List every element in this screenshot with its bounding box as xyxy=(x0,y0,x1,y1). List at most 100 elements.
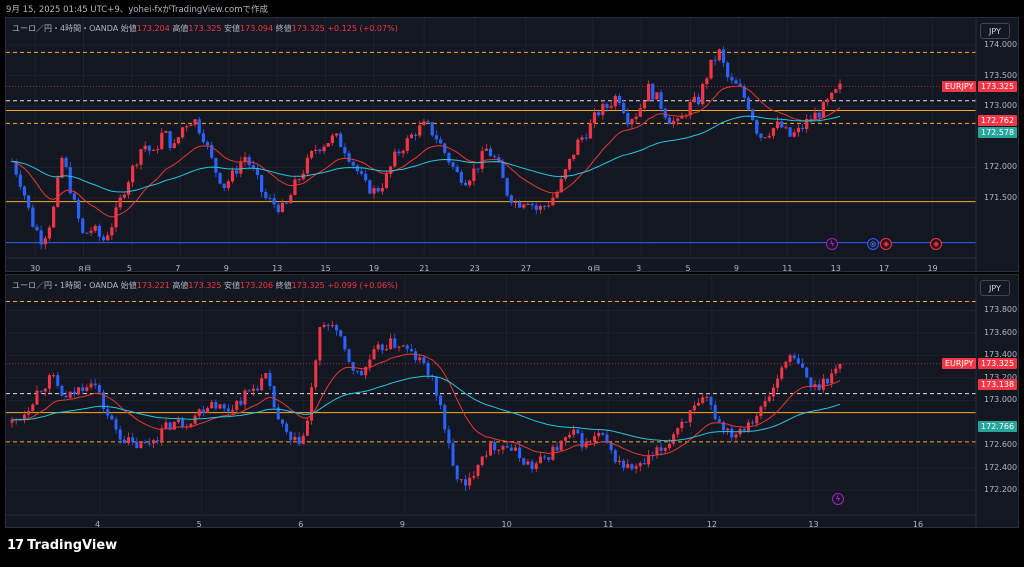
candle-body xyxy=(767,396,771,402)
candle-body xyxy=(801,363,805,368)
flag-event-icon[interactable]: ◉ xyxy=(880,238,892,250)
candle xyxy=(68,391,72,400)
candle-body xyxy=(547,457,551,460)
candle-body xyxy=(547,205,551,207)
candle xyxy=(60,384,64,397)
candle xyxy=(118,194,122,211)
candle-body xyxy=(701,397,705,403)
candle xyxy=(231,404,235,415)
candle-body xyxy=(800,127,805,129)
candle-body xyxy=(18,174,22,187)
candle-body xyxy=(534,463,538,469)
candle-body xyxy=(93,225,97,231)
candle xyxy=(114,202,118,232)
flag-event-icon[interactable]: ◉ xyxy=(930,238,942,250)
price-chart-4h[interactable] xyxy=(6,18,1019,272)
candle-body xyxy=(268,198,272,200)
candle xyxy=(688,410,692,427)
candle-body xyxy=(464,479,468,486)
candle-body xyxy=(39,390,43,392)
candle xyxy=(567,158,572,172)
candle-body xyxy=(726,428,730,431)
candle-body xyxy=(164,131,168,133)
chart-panel-4h[interactable]: ユーロ／円・4時間・OANDA 始値173.204 高値173.325 安値17… xyxy=(5,17,1019,272)
candle-body xyxy=(426,121,430,123)
candle xyxy=(201,405,205,417)
candle xyxy=(222,402,226,413)
candle-body xyxy=(297,436,301,445)
candle xyxy=(226,404,230,416)
currency-button[interactable]: JPY xyxy=(980,280,1010,296)
candle-body xyxy=(555,192,559,198)
candle xyxy=(293,432,297,443)
candle xyxy=(339,131,343,148)
candle-body xyxy=(721,422,725,431)
economic-event-icon[interactable]: ◎ xyxy=(867,238,879,250)
candle-body xyxy=(322,324,326,327)
price-tick-label: 173.500 xyxy=(984,70,1018,80)
open-value: 173.204 xyxy=(136,24,170,33)
candle-body xyxy=(709,59,713,79)
price-tag: 173.325 xyxy=(978,358,1018,370)
candle-body xyxy=(476,464,480,477)
candle xyxy=(734,432,738,442)
candle xyxy=(676,426,680,439)
price-tick-label: 174.000 xyxy=(984,40,1018,50)
candle-body xyxy=(181,419,185,428)
candle xyxy=(135,437,139,449)
candle-body xyxy=(776,378,780,388)
candle-body xyxy=(413,134,418,136)
candle xyxy=(389,165,393,178)
low-value: 173.094 xyxy=(240,24,274,33)
candle-body xyxy=(318,326,322,361)
candle xyxy=(160,128,164,151)
candle xyxy=(825,97,830,106)
candle xyxy=(576,137,580,155)
candle xyxy=(513,199,518,208)
price-chart-1h[interactable] xyxy=(6,275,1019,528)
candle xyxy=(555,441,559,453)
candle xyxy=(751,419,755,426)
symbol-tag: EURJPY xyxy=(942,80,977,92)
candle xyxy=(380,183,384,195)
candle-body xyxy=(642,101,647,109)
time-tick-label: 19 xyxy=(368,264,380,272)
candle-body xyxy=(638,108,642,117)
candle xyxy=(301,169,305,181)
candle-body xyxy=(472,476,476,478)
news-bolt-icon[interactable]: ϟ xyxy=(832,493,844,505)
candle xyxy=(534,461,538,473)
candle xyxy=(35,385,39,405)
candle xyxy=(343,336,347,352)
candle-body xyxy=(393,338,397,348)
candle xyxy=(451,438,455,467)
chart-panel-1h[interactable]: ユーロ／円・1時間・OANDA 始値173.221 高値173.325 安値17… xyxy=(5,274,1019,528)
candle-body xyxy=(60,157,64,178)
candle-body xyxy=(106,235,110,241)
candle xyxy=(522,203,526,210)
candle xyxy=(255,385,259,392)
candle xyxy=(239,156,243,178)
candle-body xyxy=(642,463,646,465)
candle xyxy=(372,345,376,360)
candle-body xyxy=(688,410,692,423)
candle xyxy=(622,458,626,472)
candle xyxy=(626,108,630,128)
candle xyxy=(459,479,463,484)
currency-button[interactable]: JPY xyxy=(980,23,1010,39)
candle-body xyxy=(567,158,572,170)
candle xyxy=(472,470,476,481)
candle-body xyxy=(771,128,776,136)
candle-body xyxy=(231,409,235,412)
candle xyxy=(39,225,43,250)
candle-body xyxy=(418,125,422,136)
candle xyxy=(168,422,172,431)
price-tick-label: 173.000 xyxy=(984,101,1018,111)
candle-body xyxy=(68,167,72,194)
candle xyxy=(480,456,484,467)
news-bolt-icon[interactable]: ϟ xyxy=(826,238,838,250)
candle-body xyxy=(293,179,297,196)
candle-body xyxy=(588,441,592,443)
candle xyxy=(376,186,380,194)
time-tick-label: 9 xyxy=(223,264,229,272)
